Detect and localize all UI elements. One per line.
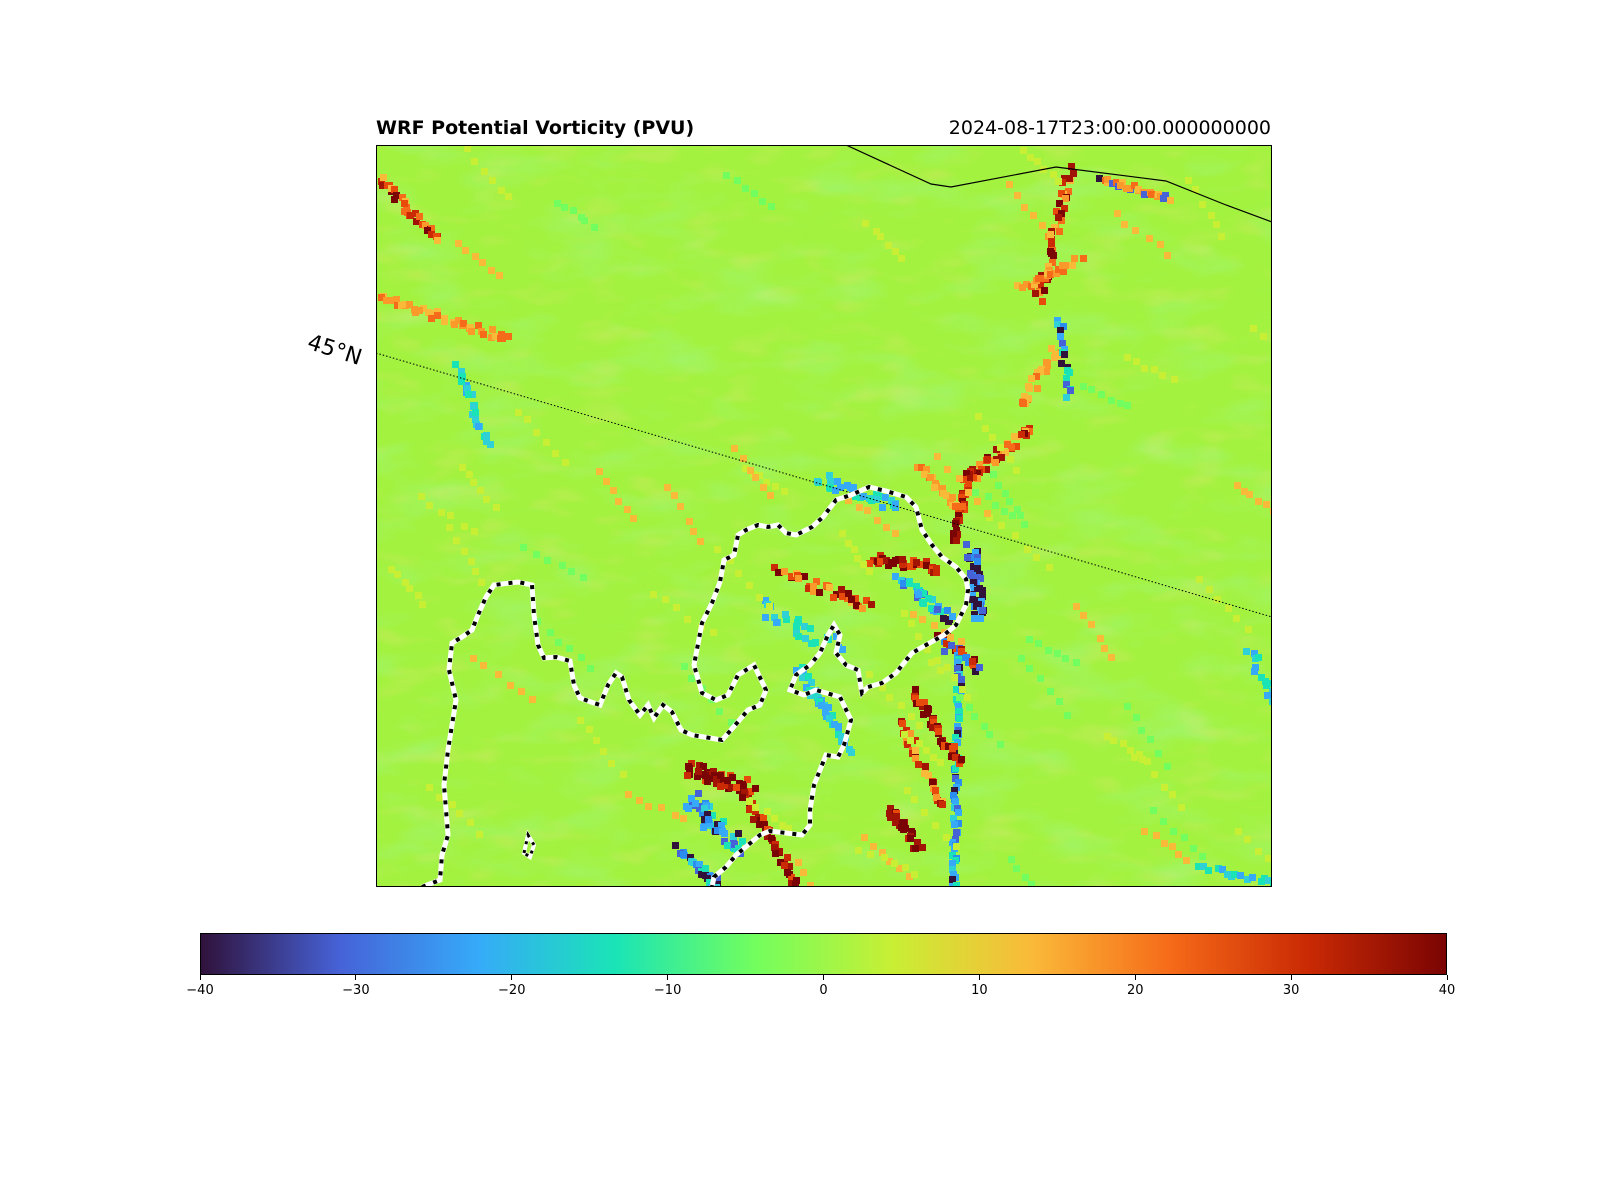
colorbar-tick bbox=[823, 975, 824, 980]
latitude-line-45n bbox=[376, 352, 1272, 618]
latitude-label-45n: 45°N bbox=[304, 330, 365, 371]
colorbar-tick-label: 30 bbox=[1282, 983, 1300, 998]
colorbar-tick bbox=[978, 975, 980, 980]
colorbar-tick-label: 10 bbox=[971, 983, 988, 998]
state-border bbox=[421, 484, 971, 887]
colorbar bbox=[200, 933, 1447, 975]
colorbar-tick bbox=[511, 975, 513, 980]
map-timestamp: 2024-08-17T23:00:00.000000000 bbox=[948, 117, 1271, 139]
colorbar-tick bbox=[1446, 975, 1448, 980]
colorbar-tick-label: 0 bbox=[819, 983, 828, 998]
colorbar-tick-label: 40 bbox=[1438, 983, 1456, 998]
colorbar-ticks: −40 −30 −20 −10 0 10 20 30 40 bbox=[186, 975, 1455, 1005]
map-title: WRF Potential Vorticity (PVU) bbox=[376, 117, 695, 139]
colorbar-tick bbox=[1290, 975, 1292, 980]
colorbar-tick-label: 20 bbox=[1126, 983, 1144, 998]
colorbar-tick-label: −30 bbox=[342, 983, 370, 998]
colorbar-tick bbox=[199, 975, 201, 980]
colorbar-tick-label: −20 bbox=[498, 983, 526, 998]
colorbar-tick bbox=[667, 975, 669, 980]
pv-map bbox=[376, 145, 1272, 887]
colorbar-tick bbox=[355, 975, 357, 980]
colorbar-tick-label: −10 bbox=[653, 983, 682, 998]
coastline bbox=[845, 145, 1272, 223]
colorbar-tick-label: −40 bbox=[186, 983, 214, 998]
colorbar-tick bbox=[1134, 975, 1136, 980]
